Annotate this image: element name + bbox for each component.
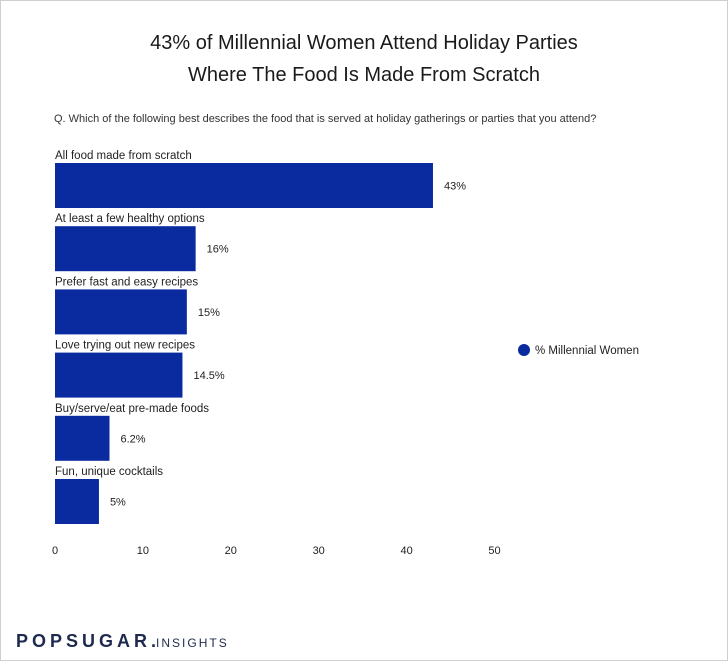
brand-logo: POPSUGAR.INSIGHTS: [16, 631, 229, 652]
data-label: 15%: [198, 307, 220, 319]
legend-marker: [518, 344, 530, 356]
x-tick-label: 40: [400, 545, 412, 557]
category-label: All food made from scratch: [55, 150, 192, 162]
x-tick-label: 0: [52, 545, 58, 557]
bar: [55, 163, 433, 208]
data-label: 43%: [444, 181, 466, 193]
bar-chart: All food made from scratch 43% At least a …: [52, 150, 639, 557]
bar: [55, 226, 196, 272]
data-label: 16%: [207, 244, 229, 256]
data-label: 5%: [110, 497, 126, 509]
x-tick-label: 20: [225, 545, 237, 557]
category-label: Prefer fast and easy recipes: [55, 276, 198, 288]
x-tick-label: 10: [137, 545, 149, 557]
brand-dot: .: [151, 631, 157, 651]
x-tick-label: 50: [488, 545, 500, 557]
legend-label: % Millennial Women: [535, 345, 639, 357]
data-label: 6.2%: [120, 433, 145, 445]
data-label: 14.5%: [193, 370, 224, 382]
brand-name: POPSUGAR: [16, 631, 152, 651]
bar: [55, 352, 183, 398]
survey-question: Q. Which of the following best describes…: [54, 113, 597, 125]
bar: [55, 479, 99, 524]
chart-title-line-1: 43% of Millennial Women Attend Holiday P…: [150, 32, 578, 54]
bar: [55, 289, 187, 335]
chart-title-line-2: Where The Food Is Made From Scratch: [188, 64, 540, 86]
category-label: Buy/serve/eat pre-made foods: [55, 403, 209, 415]
brand-suffix: INSIGHTS: [156, 636, 229, 650]
x-tick-label: 30: [313, 545, 325, 557]
category-label: Fun, unique cocktails: [55, 466, 163, 478]
category-label: Love trying out new recipes: [55, 340, 195, 352]
category-label: At least a few healthy options: [55, 213, 205, 225]
bar: [55, 415, 110, 461]
